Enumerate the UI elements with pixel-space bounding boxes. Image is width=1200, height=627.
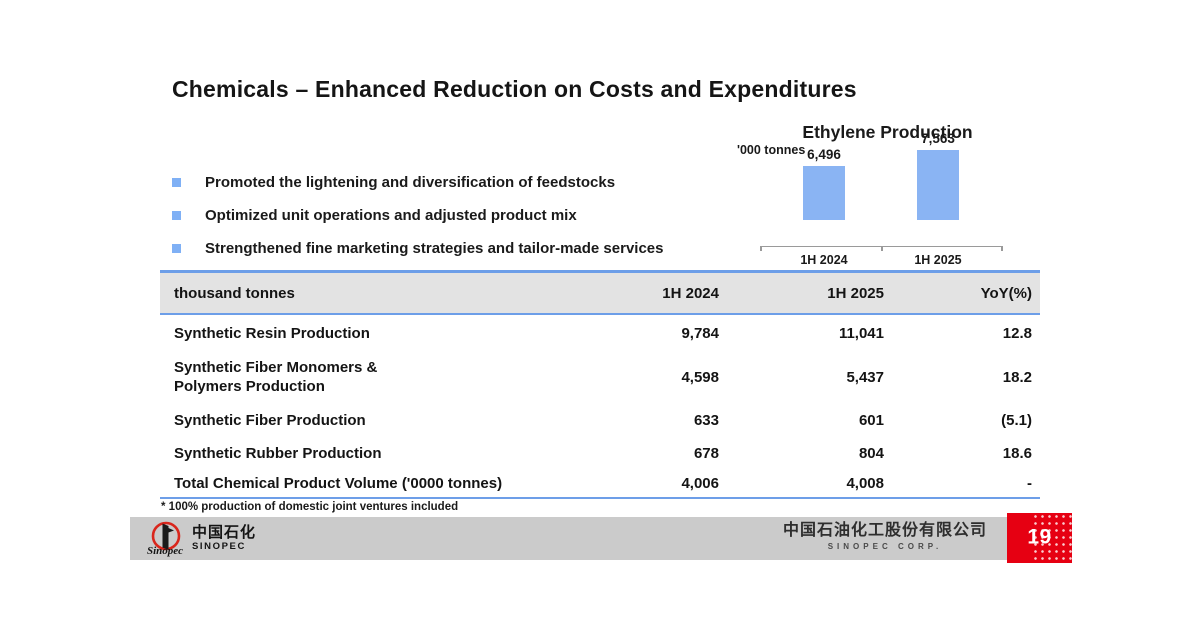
ethylene-production-chart: Ethylene Production '000 tonnes 6,496 7,… <box>735 122 1040 274</box>
cell-value: 678 <box>693 444 719 462</box>
bullet-text: Strengthened fine marketing strategies a… <box>205 240 664 257</box>
table-row: Synthetic Resin Production 9,784 11,041 … <box>160 315 1040 351</box>
table-row: Synthetic Fiber Monomers & Polymers Prod… <box>160 351 1040 403</box>
list-item: Strengthened fine marketing strategies a… <box>172 239 732 259</box>
cell-value: 4,598 <box>681 368 719 386</box>
cell-value: 12.8 <box>1002 324 1032 342</box>
page-title: Chemicals – Enhanced Reduction on Costs … <box>172 76 857 102</box>
bullet-text: Promoted the lightening and diversificat… <box>205 174 616 191</box>
bullet-text: Optimized unit operations and adjusted p… <box>205 207 577 224</box>
list-item: Promoted the lightening and diversificat… <box>172 173 732 193</box>
cell-value: 11,041 <box>838 324 884 342</box>
cell-value: (5.1) <box>1001 411 1032 429</box>
chart-bar <box>917 150 959 220</box>
row-label: Synthetic Fiber Production <box>174 411 366 429</box>
sinopec-logo: Sinopec 中国石化 SINOPEC <box>146 520 256 557</box>
svg-text:Sinopec: Sinopec <box>147 545 183 557</box>
bar-group: 6,496 <box>803 147 845 220</box>
cell-value: 9,784 <box>681 324 719 342</box>
logo-text: 中国石化 SINOPEC <box>192 525 256 552</box>
bullet-list: Promoted the lightening and diversificat… <box>172 173 732 272</box>
cell-value: 804 <box>858 444 884 462</box>
x-axis-label: 1H 2025 <box>914 253 962 267</box>
bar-value-label: 7,563 <box>921 131 955 146</box>
chart-title: Ethylene Production <box>802 122 973 142</box>
column-header: thousand tonnes <box>174 284 295 302</box>
bar-group: 7,563 <box>917 131 959 220</box>
row-label: Synthetic Fiber Monomers & Polymers Prod… <box>174 359 378 395</box>
axis-tick <box>881 246 883 251</box>
footnote: * 100% production of domestic joint vent… <box>161 501 459 513</box>
bullet-square-icon <box>172 211 181 220</box>
column-header: 1H 2024 <box>662 284 719 302</box>
cell-value: - <box>1027 474 1032 492</box>
chart-plot-area: 6,496 7,563 <box>735 122 1040 247</box>
company-name-block: 中国石油化工股份有限公司 SINOPEC CORP. <box>783 523 987 551</box>
axis-tick <box>1001 246 1003 251</box>
cell-value: 4,006 <box>681 474 719 492</box>
page-number-box: 19 <box>1007 513 1072 563</box>
list-item: Optimized unit operations and adjusted p… <box>172 206 732 226</box>
sinopec-logo-icon: Sinopec <box>147 521 183 557</box>
logo-english-name: SINOPEC <box>192 541 246 553</box>
x-axis-label: 1H 2024 <box>800 253 848 267</box>
company-chinese-name: 中国石油化工股份有限公司 <box>782 522 987 539</box>
cell-value: 18.2 <box>1002 368 1032 386</box>
company-english-name: SINOPEC CORP. <box>827 542 943 551</box>
table-row: Synthetic Fiber Production 633 601 (5.1) <box>160 403 1040 437</box>
column-header: YoY(%) <box>980 284 1032 302</box>
row-label: Total Chemical Product Volume ('0000 ton… <box>174 474 503 492</box>
cell-value: 18.6 <box>1002 444 1032 462</box>
axis-tick <box>760 246 762 251</box>
table-row: Synthetic Rubber Production 678 804 18.6 <box>160 437 1040 469</box>
row-label: Synthetic Rubber Production <box>174 444 382 462</box>
cell-value: 601 <box>858 411 884 429</box>
bullet-square-icon <box>172 244 181 253</box>
footer: Sinopec 中国石化 SINOPEC 中国石油化工股份有限公司 SINOPE… <box>130 517 1007 560</box>
cell-value: 633 <box>693 411 719 429</box>
chart-unit-label: '000 tonnes <box>737 143 806 157</box>
cell-value: 4,008 <box>846 474 884 492</box>
column-header: 1H 2025 <box>827 284 884 302</box>
bullet-square-icon <box>172 178 181 187</box>
cell-value: 5,437 <box>846 368 884 386</box>
logo-chinese-name: 中国石化 <box>192 524 257 542</box>
table-body: Synthetic Resin Production 9,784 11,041 … <box>160 315 1040 499</box>
production-table: thousand tonnes 1H 2024 1H 2025 YoY(%) S… <box>160 270 1040 499</box>
table-header-row: thousand tonnes 1H 2024 1H 2025 YoY(%) <box>160 270 1040 315</box>
page-number: 19 <box>1027 525 1052 549</box>
table-row: Total Chemical Product Volume ('0000 ton… <box>160 469 1040 497</box>
chart-bar <box>803 166 845 220</box>
row-label: Synthetic Resin Production <box>174 324 370 342</box>
bar-value-label: 6,496 <box>807 147 841 162</box>
